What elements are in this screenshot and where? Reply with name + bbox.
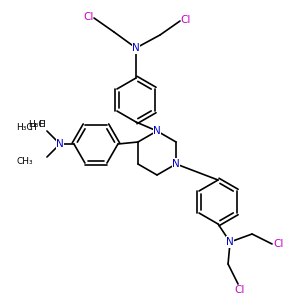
Text: N: N <box>153 126 161 136</box>
Text: N: N <box>132 43 140 53</box>
Text: Cl: Cl <box>84 12 94 22</box>
Text: H₃C: H₃C <box>16 122 33 131</box>
Text: Cl: Cl <box>274 239 284 249</box>
Text: H: H <box>30 122 36 131</box>
Text: N: N <box>226 237 234 247</box>
Text: Cl: Cl <box>181 15 191 25</box>
Text: H₃C: H₃C <box>28 120 45 129</box>
Text: Cl: Cl <box>235 285 245 295</box>
Text: H: H <box>38 120 45 129</box>
Text: N: N <box>172 159 180 169</box>
Text: CH₃: CH₃ <box>16 157 33 166</box>
Text: N: N <box>56 139 64 149</box>
